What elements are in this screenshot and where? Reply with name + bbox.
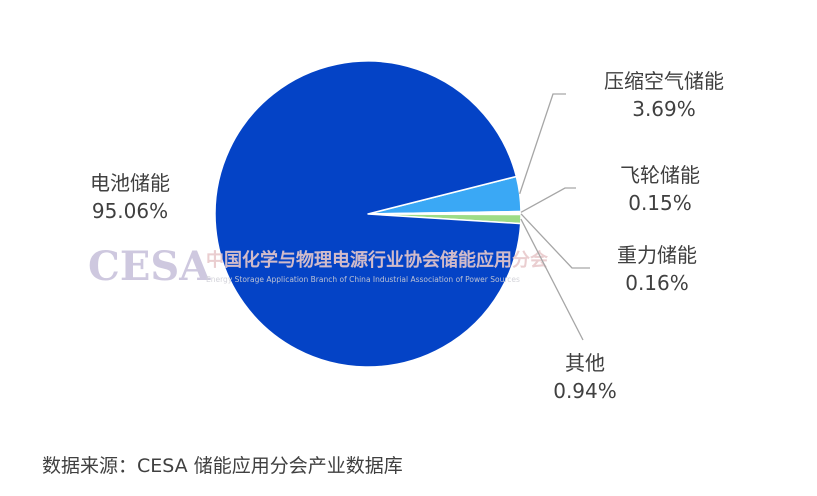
- pie-slices: [214, 60, 522, 368]
- data-source-note: 数据来源：CESA 储能应用分会产业数据库: [42, 455, 403, 477]
- watermark-org-en: Energy Storage Application Branch of Chi…: [206, 275, 520, 284]
- label-battery-name: 电池储能: [90, 171, 170, 195]
- watermark: CESA 中国化学与物理电源行业协会储能应用分会 Energy Storage …: [88, 243, 548, 290]
- label-compressed-air-name: 压缩空气储能: [604, 69, 724, 93]
- label-flywheel-name: 飞轮储能: [620, 163, 700, 187]
- leader-line-1: [519, 93, 566, 195]
- leader-lines: [519, 93, 590, 341]
- label-compressed-air-value: 3.69%: [632, 97, 696, 121]
- label-battery-value: 95.06%: [92, 199, 168, 223]
- pie-slice-0: [214, 60, 522, 368]
- slice-labels: 电池储能 95.06% 压缩空气储能 3.69% 飞轮储能 0.15% 重力储能…: [90, 69, 724, 403]
- watermark-org-cn: 中国化学与物理电源行业协会储能应用分会: [206, 249, 548, 271]
- leader-line-2: [520, 187, 576, 213]
- label-other-value: 0.94%: [553, 379, 617, 403]
- label-other-name: 其他: [565, 351, 605, 375]
- label-flywheel-value: 0.15%: [628, 191, 692, 215]
- leader-line-3: [520, 213, 590, 269]
- leader-line-4: [520, 218, 584, 341]
- label-gravity-value: 0.16%: [625, 271, 689, 295]
- label-gravity-name: 重力储能: [617, 243, 697, 267]
- watermark-logo: CESA: [88, 243, 211, 290]
